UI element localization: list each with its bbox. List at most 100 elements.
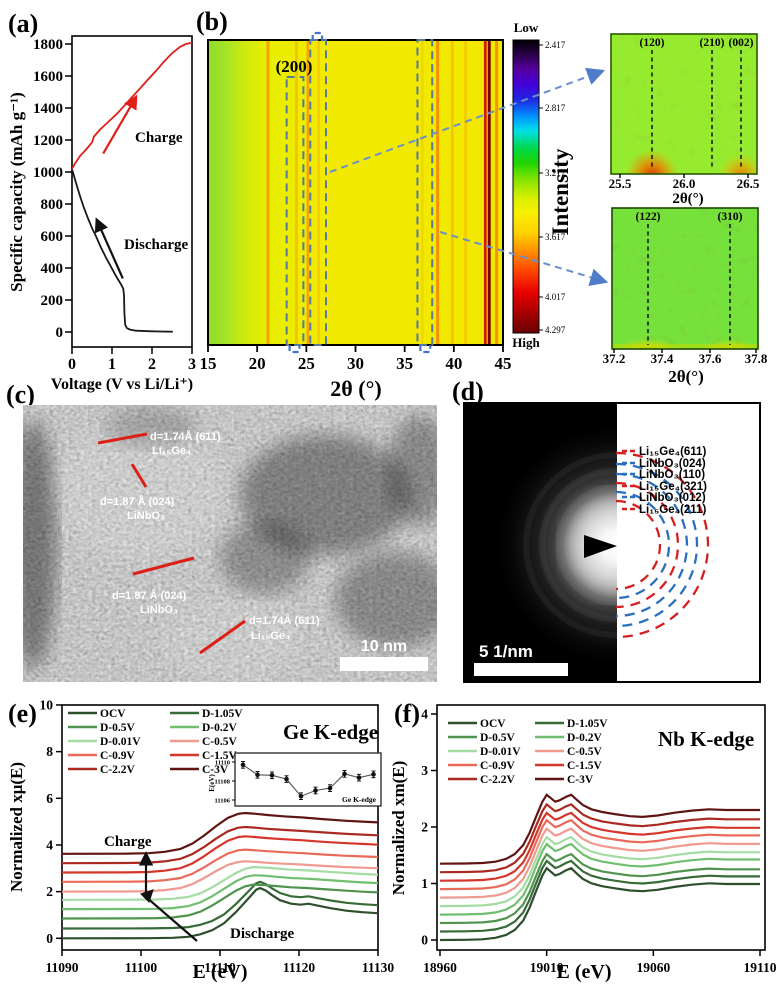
svg-text:400: 400 (41, 261, 64, 277)
panel-d-label: (d) (452, 377, 484, 406)
svg-text:18960: 18960 (423, 960, 457, 975)
svg-text:40: 40 (445, 354, 462, 373)
svg-text:26.5: 26.5 (737, 176, 760, 191)
selection-tab (288, 345, 301, 354)
heatmap-stripes (266, 41, 499, 344)
panel-f: (f) 18960 19010 19060 19110 0 1 2 3 4 OCV D-1.05V D… (389, 699, 777, 983)
d-spacing-label: d=1.87 Å (024) (100, 495, 175, 508)
xanes-curve-D-0.5V (439, 852, 760, 925)
xrd-stripe (483, 41, 487, 344)
inset-top-blobs (625, 149, 757, 174)
edge-energy-point (298, 793, 304, 799)
tem-scalebar-label: 10 nm (361, 638, 407, 655)
d-spacing-label: d=1.87 Å (024) (112, 589, 187, 602)
svg-text:37.6: 37.6 (699, 351, 722, 366)
legend-label: C-1.5V (567, 760, 603, 772)
d-spacing-label: d=1.74Å (611) (150, 430, 221, 443)
svg-text:11120: 11120 (283, 960, 316, 975)
legend-label: C-3V (567, 774, 594, 786)
xanes-curve-C-0.9V (439, 818, 760, 891)
svg-text:2: 2 (148, 356, 156, 373)
discharge-direction-arrow (140, 889, 154, 903)
svg-text:4.297: 4.297 (545, 325, 566, 335)
saed-rings: Li₁₅Ge₄(611)LiNbO₃(024)LiNbO₃(110)Li₁₅Ge… (615, 446, 710, 639)
xanes-curve-C-1.5V (439, 811, 760, 882)
d-spacing-label: Li₁₅Ge₄ (152, 445, 191, 457)
svg-text:11106: 11106 (214, 798, 230, 805)
svg-text:0: 0 (421, 933, 428, 948)
svg-text:4: 4 (46, 837, 53, 852)
xanes-curve-C-1.5V (62, 835, 378, 874)
svg-text:11110: 11110 (204, 960, 236, 975)
edge-energy-point (240, 762, 246, 768)
svg-text:1: 1 (421, 876, 428, 891)
svg-text:10: 10 (40, 697, 54, 712)
svg-text:19110: 19110 (743, 960, 776, 975)
svg-text:37.4: 37.4 (651, 351, 674, 366)
tem-scalebar (340, 657, 428, 671)
panel-e-label: (e) (8, 699, 37, 728)
discharge-arrow (94, 217, 124, 279)
panel-d: (d) 5 1/nm Li₁₅Ge₄(611)LiNbO₃(024)LiNbO₃… (452, 377, 761, 683)
panel-e-dynamic: 11090 11100 11110 11120 11130 0 2 4 6 8 10 OCV D-1.0… (40, 697, 395, 975)
d-spacing-marker (132, 556, 195, 576)
svg-text:30: 30 (347, 354, 364, 373)
svg-text:3: 3 (421, 763, 428, 778)
svg-text:4: 4 (421, 707, 428, 722)
inset-xrd-bottom: (122) (310) 37.2 37.4 37.6 37.8 2θ(°) (603, 207, 768, 386)
xrd-heatmap (208, 40, 503, 345)
edge-energy-line (242, 764, 374, 797)
xanes-curve-C-3V (439, 793, 760, 865)
d-spacing-label: Li₁₅Ge₄ (251, 630, 290, 642)
panel-e-xlabel: E (eV) (193, 961, 248, 983)
legend-label: D-0.2V (202, 722, 238, 734)
svg-text:26.0: 26.0 (673, 176, 696, 191)
svg-text:11108: 11108 (214, 779, 230, 786)
peak-200-label: (200) (276, 57, 313, 76)
ring-label: Li₁₅Ge₄(611) (639, 446, 706, 458)
panel-b-label: (b) (196, 7, 228, 36)
panel-c-label: (c) (6, 380, 35, 409)
inset-e-ylabel: E(eV) (208, 774, 216, 792)
discharge-curve (72, 170, 173, 333)
svg-text:0: 0 (68, 356, 76, 373)
xrd-stripe (306, 41, 310, 344)
xrd-stripe (317, 41, 320, 344)
diffraction-ring (615, 462, 699, 628)
svg-text:(002): (002) (729, 37, 754, 49)
svg-text:(122): (122) (636, 211, 661, 223)
svg-text:8: 8 (46, 744, 53, 759)
d-spacing-label: LiNbO₃ (127, 510, 165, 522)
svg-text:25.5: 25.5 (609, 176, 632, 191)
panel-b: (b) 15 20 25 30 35 40 45 (200) 2θ (°) 2.417 2.8… (196, 7, 768, 401)
svg-text:11130: 11130 (362, 960, 395, 975)
svg-text:1: 1 (108, 356, 116, 373)
xanes-curve-D-0.2V (62, 874, 378, 911)
legend-label: D-0.5V (100, 722, 136, 734)
panel-b-xlabel: 2θ (°) (330, 376, 381, 401)
panel-a-plot-frame (71, 35, 193, 348)
inset-bottom-dynamic: (122) (310) 37.2 37.4 37.6 37.8 (603, 211, 768, 366)
xanes-curve-D-0.5V (62, 883, 378, 920)
svg-text:2.817: 2.817 (545, 103, 566, 113)
xanes-curves (439, 793, 760, 942)
edge-energy-point (269, 773, 275, 778)
legend-label: D-1.05V (567, 718, 608, 730)
xanes-curves (62, 811, 378, 940)
legend-label: OCV (100, 708, 126, 720)
inset-top-texture (611, 34, 757, 174)
selection-tab (419, 345, 432, 354)
panel-f-ylabel: Normalized xm(E) (389, 761, 408, 896)
xanes-curve-C-0.9V (62, 848, 378, 883)
svg-text:6: 6 (46, 791, 53, 806)
colorbar-high-label: High (512, 335, 540, 350)
saed-overlay-bg (617, 403, 760, 682)
edge-energy-point (342, 771, 347, 777)
xanes-curve-OCV (62, 886, 378, 940)
xrd-stripe (436, 41, 440, 344)
inset-bottom-frame (611, 207, 759, 350)
svg-text:1800: 1800 (33, 37, 63, 53)
svg-text:11110: 11110 (215, 760, 230, 767)
panel-f-xlabel: E (eV) (557, 961, 612, 983)
charge-arrow (102, 94, 138, 155)
